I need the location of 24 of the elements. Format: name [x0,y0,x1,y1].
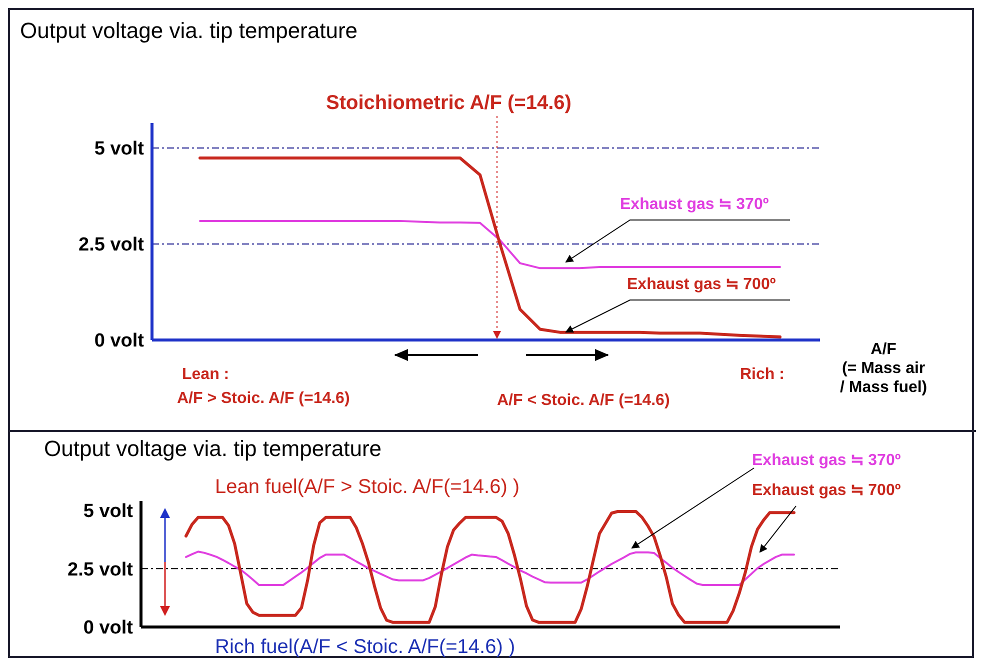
text: Stoichiometric A/F (=14.6) [326,92,572,115]
chart-title: Output voltage via. tip temperature [20,18,358,44]
y-tick-label: 0 volt [94,330,145,352]
text: A/F < Stoic. A/F (=14.6) [497,392,670,410]
text: A/F > Stoic. A/F (=14.6) [177,390,350,408]
series-label: Exhaust gas ≒ 700º [752,481,901,500]
text: Rich : [740,366,784,384]
y-tick-label: 5 volt [83,501,134,522]
y-tick-label: 2.5 volt [78,234,145,256]
line-series [199,220,781,270]
text: Lean : [182,366,230,384]
y-tick-label: 2.5 volt [68,559,134,580]
chart-title: Output voltage via. tip temperature [44,436,382,462]
text: Exhaust gas ≒ 700º [627,275,776,294]
text: Exhaust gas ≒ 370º [620,195,769,214]
line-series [185,550,795,586]
y-tick-label: 0 volt [83,618,134,639]
text: Rich fuel(A/F < Stoic. A/F(=14.6) ) [215,636,516,659]
text: Exhaust gas ≒ 370º [752,451,901,470]
line-series [198,156,782,338]
y-tick-label: 5 volt [94,138,145,160]
line-series [184,510,796,624]
text: Lean fuel(A/F > Stoic. A/F(=14.6) ) [215,476,520,499]
x-axis-title: A/F (= Mass air / Mass fuel) [840,340,928,397]
